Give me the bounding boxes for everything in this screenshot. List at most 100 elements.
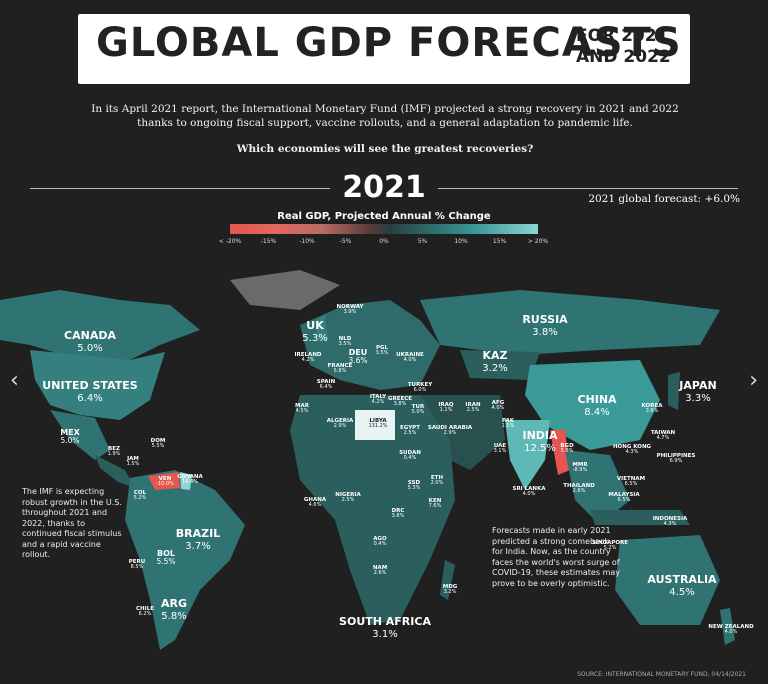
label-ago: AGO 0.4% (373, 536, 387, 548)
uk-shape (315, 315, 328, 342)
label-sri-lanka: SRI LANKA 4.0% (512, 486, 546, 498)
greenland-shape (230, 270, 340, 310)
label-bez: BEZ 1.9% (107, 446, 121, 458)
label-ireland: IRELAND 4.2% (294, 352, 322, 364)
divider-right (438, 188, 738, 189)
usa-shape (30, 350, 165, 420)
label-guyana: GUYANA 16.4% (177, 474, 203, 486)
label-mex: MEX 5.0% (60, 428, 80, 446)
label-korea: KOREA 3.6% (641, 403, 663, 415)
europe-shape (300, 300, 440, 390)
label-peru: PERU 8.5% (128, 559, 146, 571)
label-norway: NORWAY 3.9% (336, 304, 364, 316)
label-india: INDIA 12.5% (522, 429, 558, 454)
label-vietnam: VIETNAM 6.5% (616, 476, 646, 488)
legend-tick: 10% (454, 238, 468, 245)
label-australia: AUSTRALIA 4.5% (647, 573, 717, 598)
prev-arrow-icon[interactable]: ‹ (10, 368, 19, 393)
label-kaz: KAZ 3.2% (482, 349, 508, 374)
label-italy: ITALY 4.2% (369, 394, 387, 406)
page-subtitle: FOR 2021 AND 2022 (576, 26, 671, 67)
label-afg: AFG 4.0% (491, 400, 505, 412)
legend-title: Real GDP, Projected Annual % Change (277, 211, 491, 222)
label-algeria: ALGERIA 2.9% (326, 418, 354, 430)
label-canada: CANADA 5.0% (64, 329, 116, 354)
label-russia: RUSSIA 3.8% (522, 313, 568, 338)
label-japan: JAPAN 3.3% (679, 379, 717, 404)
india-shape (505, 420, 550, 490)
label-turkey: TURKEY 6.0% (407, 382, 433, 394)
label-mmr: MMR -8.9% (572, 462, 588, 474)
legend-tick: -15% (260, 238, 277, 245)
africa-shape (290, 395, 455, 625)
label-mdg: MDG 3.2% (442, 584, 458, 596)
label-bol: BOL 5.5% (156, 549, 176, 567)
label-malaysia: MALAYSIA 6.5% (608, 492, 640, 504)
page-title: GLOBAL GDP FORECASTS (96, 20, 682, 66)
label-indonesia: INDONESIA 4.3% (652, 516, 688, 528)
label-iraq: IRAQ 1.1% (438, 402, 454, 414)
label-egypt: EGYPT 2.5% (400, 425, 420, 437)
label-pak: PAK 1.5% (501, 418, 515, 430)
label-eth: ETH 2.0% (430, 475, 444, 487)
legend-tick: 5% (417, 238, 428, 245)
legend-tick: > 20% (527, 238, 549, 245)
label-hong-kong: HONG KONG 4.3% (612, 444, 652, 456)
label-france: FRANCE 5.8% (327, 363, 353, 375)
australia-shape (615, 535, 720, 625)
label-singapore: SINGAPORE 5.2% (591, 540, 629, 552)
label-deu: DEU 3.6% (348, 348, 368, 366)
libya-shape (355, 410, 395, 440)
label-united-states: UNITED STATES 6.4% (42, 379, 138, 404)
label-drc: DRC 3.8% (391, 508, 405, 520)
label-sudan: SUDAN 0.4% (399, 450, 421, 462)
label-pgl: PGL 3.5% (375, 345, 389, 357)
question-text: Which economies will see the greatest re… (236, 143, 534, 155)
label-nam: NAM 2.6% (372, 565, 388, 577)
label-taiwan: TAIWAN 4.7% (650, 430, 676, 442)
label-ken: KEN 7.6% (428, 498, 442, 510)
label-uk: UK 5.3% (302, 319, 328, 344)
indonesia-shape (590, 510, 690, 525)
russia-shape (420, 290, 720, 355)
myanmar-shape (550, 430, 570, 475)
madagascar-shape (440, 560, 455, 600)
canada-shape (0, 290, 200, 360)
kazakhstan-shape (460, 350, 540, 380)
legend-tick: 0% (379, 238, 389, 245)
label-libya: LIBYA 131.2% (368, 418, 388, 430)
intro-text: In its April 2021 report, the Internatio… (91, 103, 679, 129)
year-label: 2021 (342, 170, 426, 205)
india-note: Forecasts made in early 2021 predicted a… (492, 526, 620, 588)
label-iran: IRAN 2.5% (465, 402, 481, 414)
legend-tick: -5% (339, 238, 352, 245)
legend-tick: 15% (492, 238, 507, 245)
label-dom: DOM 5.5% (150, 438, 166, 450)
label-mar: MAR 4.5% (295, 403, 309, 415)
label-bgd: BGD 5.0% (560, 443, 574, 455)
legend-ticks: < -20% -15% -10% -5% 0% 5% 10% 15% > 20% (219, 238, 548, 248)
legend-tick: < -20% (218, 238, 242, 245)
legend-color-bar (230, 224, 538, 234)
divider-left (30, 188, 330, 189)
label-uae: UAE 3.1% (493, 443, 507, 455)
label-arg: ARG 5.8% (160, 597, 188, 622)
mexico-shape (50, 410, 110, 460)
legend-tick: -10% (299, 238, 315, 245)
southeast-asia-shape (565, 450, 630, 525)
new-zealand-shape (720, 608, 735, 645)
label-south-africa: SOUTH AFRICA 3.1% (339, 615, 431, 640)
next-arrow-icon[interactable]: › (749, 368, 758, 393)
label-greece: GREECE 3.8% (387, 396, 413, 408)
source-text: SOURCE: INTERNATIONAL MONETARY FUND, 04/… (577, 671, 746, 678)
global-forecast: 2021 global forecast: +6.0% (588, 193, 740, 205)
label-spain: SPAIN 6.4% (316, 379, 336, 391)
title-box: GLOBAL GDP FORECASTS FOR 2021 AND 2022 (78, 14, 690, 84)
south-america-shape (125, 470, 245, 650)
label-ukraine: UKRAINE 4.0% (396, 352, 424, 364)
central-america-shape (95, 455, 135, 488)
label-saudi-arabia: SAUDI ARABIA 2.9% (427, 425, 473, 437)
venezuela-shape (148, 472, 180, 490)
